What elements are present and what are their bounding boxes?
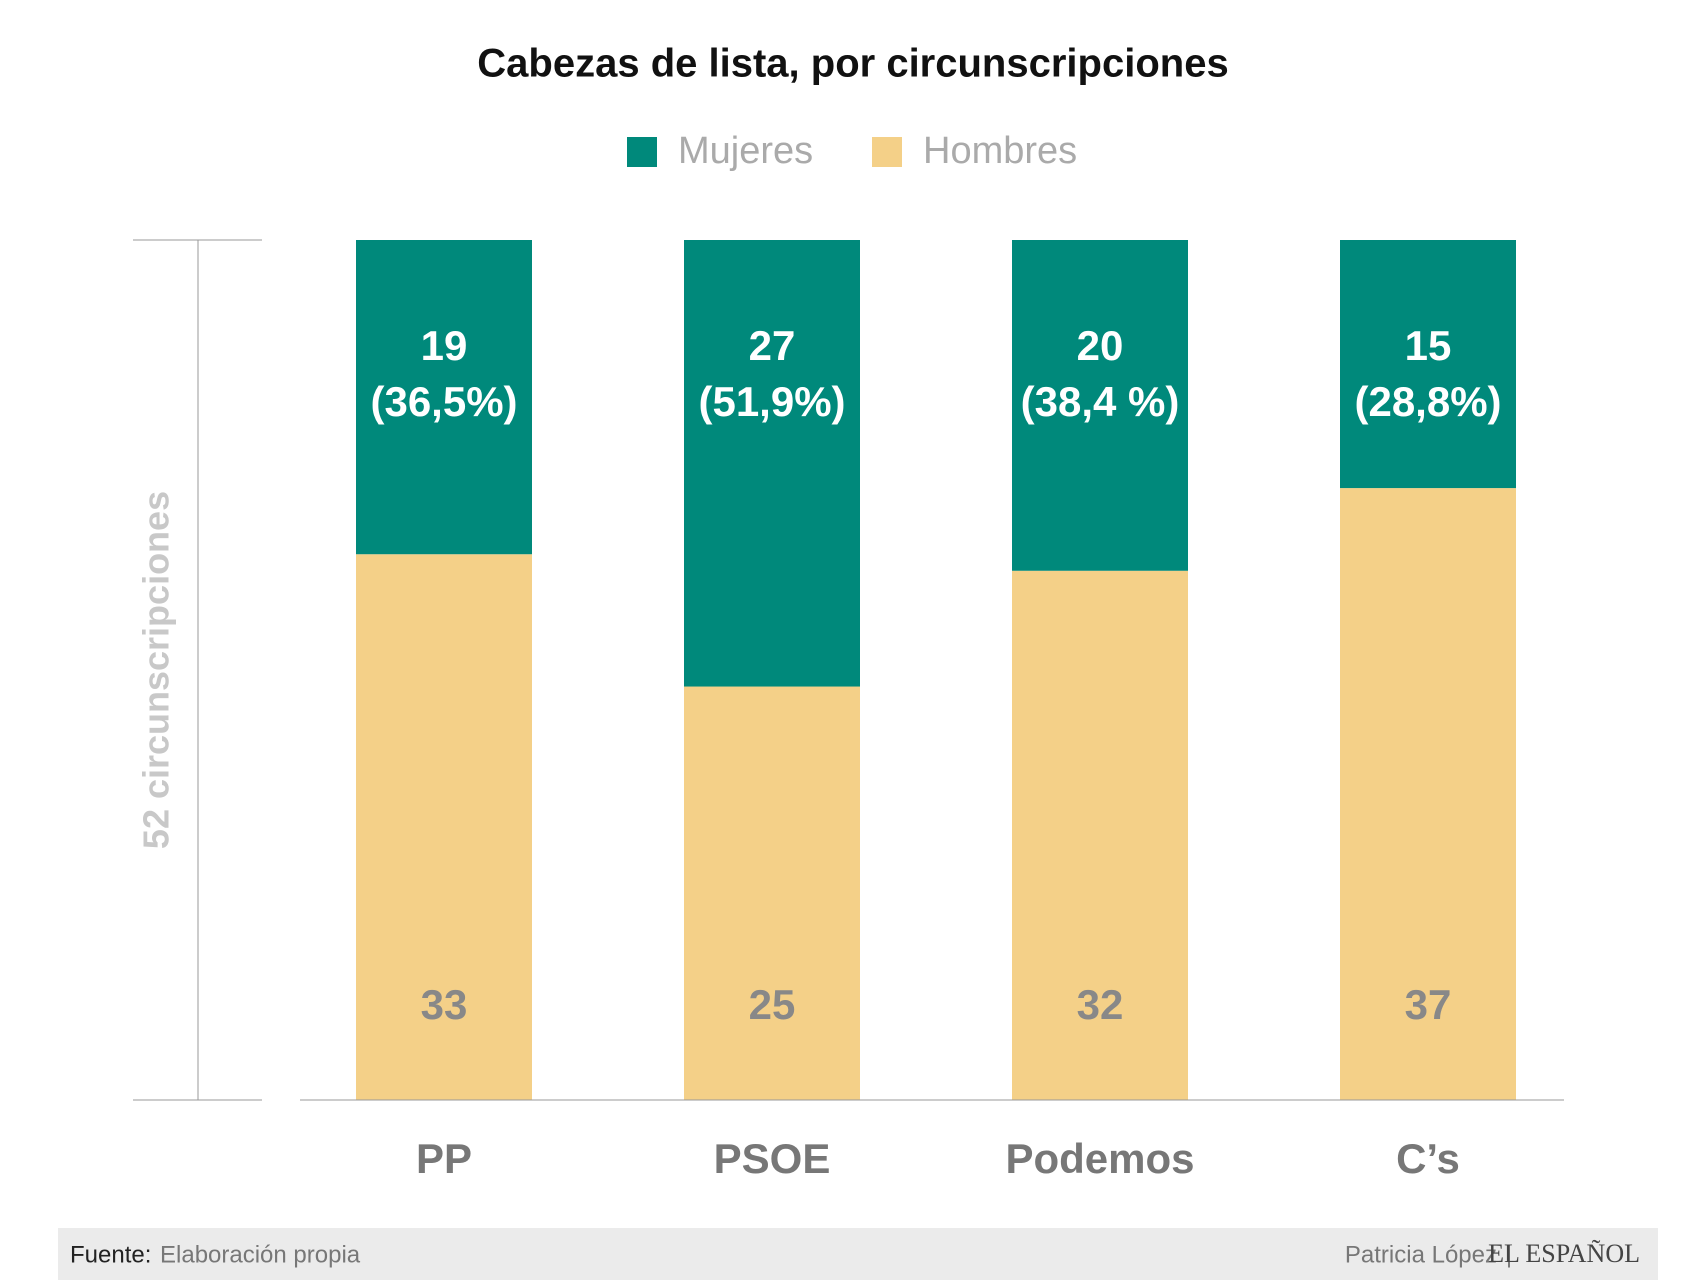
source-label: Fuente: — [70, 1241, 151, 1268]
value-label: 37 — [1405, 981, 1452, 1028]
author: Patricia López — [1345, 1241, 1497, 1268]
bar-segment — [356, 240, 532, 555]
legend-swatch — [872, 137, 902, 167]
value-label: 15 — [1405, 322, 1452, 369]
value-label: 32 — [1077, 981, 1124, 1028]
value-label: 20 — [1077, 322, 1124, 369]
x-tick-label: PSOE — [714, 1135, 831, 1182]
source: Elaboración propia — [160, 1241, 361, 1268]
bar-segment — [1012, 570, 1188, 1100]
bar-segment — [1340, 240, 1516, 489]
bar-segment — [1012, 240, 1188, 571]
bar-segment — [1340, 488, 1516, 1101]
x-tick-label: PP — [416, 1135, 472, 1182]
footer-band — [58, 1228, 1658, 1280]
value-label: 19 — [421, 322, 468, 369]
chart-title: Cabezas de lista, por circunscripciones — [477, 42, 1228, 86]
legend-swatch — [627, 137, 657, 167]
brand: EL ESPAÑOL — [1488, 1239, 1640, 1268]
percent-label: (36,5%) — [370, 378, 517, 425]
bar-segment — [684, 240, 860, 687]
y-annotation: 52 circunscripciones — [136, 491, 177, 849]
x-tick-label: C’s — [1396, 1135, 1460, 1182]
percent-label: (51,9%) — [698, 378, 845, 425]
bar-segment — [356, 554, 532, 1100]
value-label: 33 — [421, 981, 468, 1028]
legend-label: Hombres — [923, 130, 1077, 172]
percent-label: (28,8%) — [1354, 378, 1501, 425]
x-tick-label: Podemos — [1005, 1135, 1194, 1182]
value-label: 25 — [749, 981, 796, 1028]
value-label: 27 — [749, 322, 796, 369]
legend-label: Mujeres — [678, 130, 813, 172]
separator: | — [1506, 1241, 1512, 1268]
bar-segment — [684, 686, 860, 1100]
percent-label: (38,4 %) — [1021, 378, 1180, 425]
